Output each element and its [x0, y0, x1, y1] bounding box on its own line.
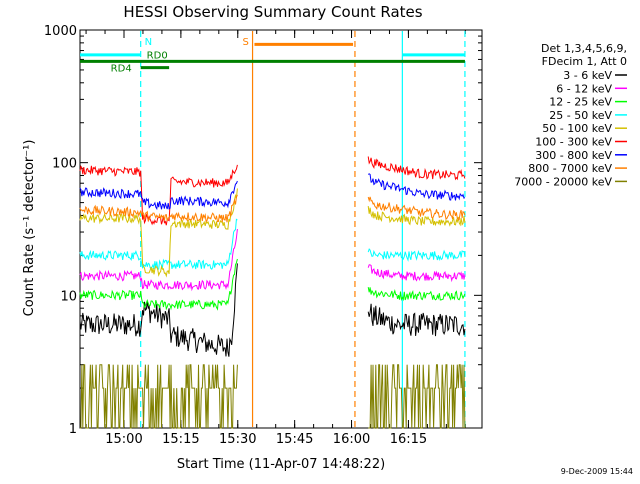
y-tick-label: 100: [52, 157, 77, 172]
chart-title: HESSI Observing Summary Count Rates: [123, 3, 422, 21]
plot-area: 1 10 100 1000 15:00 15:15 15:30 15:45 16:00 16:15…: [44, 24, 483, 447]
x-tick-label: 16:15: [390, 432, 427, 447]
legend-label: 6 - 12 keV: [556, 82, 612, 95]
series-line: [79, 258, 238, 311]
series-line: [367, 206, 466, 227]
series-line: [80, 364, 238, 429]
series-line: [367, 196, 466, 221]
x-tick-label: 16:00: [333, 432, 370, 447]
legend-label: 12 - 25 keV: [549, 96, 612, 109]
series-line: [79, 188, 238, 278]
legend-label: 3 - 6 keV: [563, 69, 612, 82]
series-line: [367, 287, 466, 302]
marker-label: S: [243, 37, 249, 48]
series-line: [367, 173, 466, 201]
flag-band-label: RD4: [111, 64, 132, 75]
x-axis-label: Start Time (11-Apr-07 14:48:22): [177, 457, 385, 472]
y-tick-label: 1000: [44, 24, 77, 39]
flag-band-label: RD0: [147, 50, 168, 61]
axes-frame: [79, 29, 483, 429]
legend-label: 300 - 800 keV: [535, 149, 612, 162]
series-line: [367, 264, 466, 283]
legend-header: FDecim 1, Att 0: [542, 55, 627, 68]
legend-header: Det 1,3,4,5,6,9,: [541, 42, 627, 55]
series-line: [367, 156, 466, 181]
y-tick-label: 1: [69, 422, 77, 437]
series-line: [79, 263, 238, 357]
legend-label: 100 - 300 keV: [535, 136, 612, 149]
x-tick-label: 15:30: [219, 432, 256, 447]
y-tick-label: 10: [60, 289, 77, 304]
series-line: [367, 248, 466, 262]
footer-timestamp: 9-Dec-2009 15:44: [561, 467, 633, 476]
series-line: [79, 228, 238, 292]
series-line: [79, 218, 238, 270]
series-line: [79, 194, 238, 223]
marker-label: N: [145, 37, 152, 48]
legend-label: 50 - 100 keV: [542, 122, 612, 135]
y-axis-label: Count Rate (s⁻¹ detector⁻¹): [22, 140, 37, 317]
x-tick-label: 15:00: [105, 432, 142, 447]
series-line: [367, 303, 466, 337]
x-tick-label: 15:45: [276, 432, 313, 447]
legend-label: 800 - 7000 keV: [528, 162, 612, 175]
legend-label: 25 - 50 keV: [549, 109, 612, 122]
series-line: [79, 180, 238, 211]
series-line: [368, 364, 466, 429]
legend-label: 7000 - 20000 keV: [514, 175, 612, 188]
x-tick-label: 15:15: [162, 432, 199, 447]
legend: Det 1,3,4,5,6,9,FDecim 1, Att 03 - 6 keV…: [514, 42, 627, 188]
